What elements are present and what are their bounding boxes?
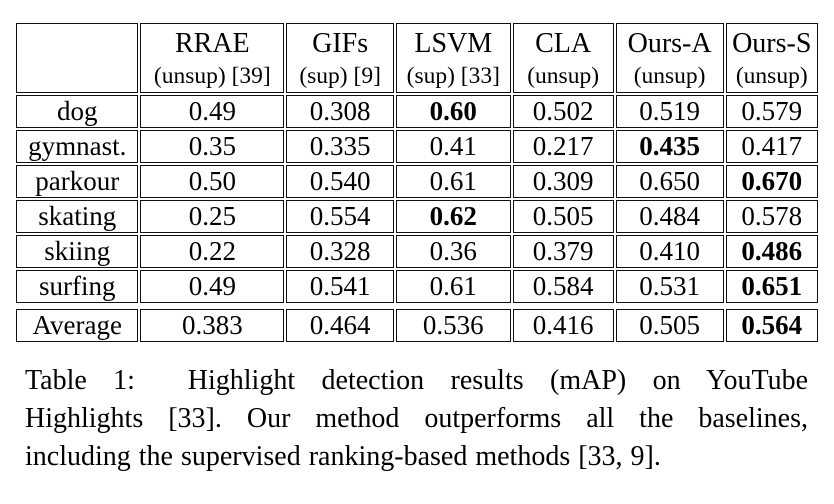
table-cell: 0.417 <box>725 130 818 163</box>
column-name: LSVM <box>414 28 493 59</box>
column-subtitle: (unsup) [39] <box>153 63 271 89</box>
column-subtitle: (unsup) <box>633 63 706 89</box>
table-cell: 0.540 <box>286 165 395 198</box>
caption-line: including the supervised ranking-based m… <box>25 441 661 472</box>
table-cell: 0.578 <box>725 200 818 233</box>
table-cell: 0.49 <box>140 95 285 128</box>
row-label: skating <box>16 200 139 233</box>
table-row-parkour: parkour 0.50 0.540 0.61 0.309 0.650 0.67… <box>16 165 818 198</box>
table-cell: 0.579 <box>725 95 818 128</box>
column-subtitle: (unsup) <box>527 63 600 89</box>
column-subtitle: (unsup) <box>735 63 808 89</box>
header-row: RRAE (unsup) [39] GIFs (sup) [9] LSVM (s… <box>16 23 818 93</box>
table-cell: 0.536 <box>396 309 511 342</box>
column-subtitle: (sup) [33] <box>406 63 500 89</box>
table-cell-best: 0.651 <box>725 270 818 303</box>
column-name: CLA <box>535 28 592 59</box>
table-cell: 0.502 <box>512 95 614 128</box>
caption-line: Table 1: Highlight detection results (mA… <box>25 365 808 396</box>
table-cell: 0.464 <box>286 309 395 342</box>
table-cell: 0.35 <box>140 130 285 163</box>
table-cell: 0.484 <box>615 200 724 233</box>
table-cell: 0.584 <box>512 270 614 303</box>
table-cell: 0.531 <box>615 270 724 303</box>
table-cell: 0.61 <box>396 270 511 303</box>
table-cell-best: 0.435 <box>615 130 724 163</box>
table-row-surfing: surfing 0.49 0.541 0.61 0.584 0.531 0.65… <box>16 270 818 303</box>
table-cell: 0.309 <box>512 165 614 198</box>
table-row-dog: dog 0.49 0.308 0.60 0.502 0.519 0.579 <box>16 95 818 128</box>
table-cell: 0.308 <box>286 95 395 128</box>
column-header-cla: CLA (unsup) <box>512 23 614 93</box>
row-label: surfing <box>16 270 139 303</box>
row-label: Average <box>16 309 139 342</box>
table-cell: 0.554 <box>286 200 395 233</box>
column-name: Ours-A <box>627 28 712 59</box>
row-label: dog <box>16 95 139 128</box>
table-cell: 0.328 <box>286 235 395 268</box>
table-cell-best: 0.564 <box>725 309 818 342</box>
average-table: Average 0.383 0.464 0.536 0.416 0.505 0.… <box>14 307 820 344</box>
column-header-lsvm: LSVM (sup) [33] <box>396 23 511 93</box>
table-cell: 0.505 <box>512 200 614 233</box>
row-label: gymnast. <box>16 130 139 163</box>
table-row-skating: skating 0.25 0.554 0.62 0.505 0.484 0.57… <box>16 200 818 233</box>
table-cell-best: 0.486 <box>725 235 818 268</box>
page: RRAE (unsup) [39] GIFs (sup) [9] LSVM (s… <box>14 21 820 476</box>
table-cell: 0.217 <box>512 130 614 163</box>
table-cell: 0.335 <box>286 130 395 163</box>
results-table: RRAE (unsup) [39] GIFs (sup) [9] LSVM (s… <box>14 21 820 305</box>
table-cell: 0.41 <box>396 130 511 163</box>
table-cell: 0.379 <box>512 235 614 268</box>
table-cell: 0.61 <box>396 165 511 198</box>
column-name: RRAE <box>174 28 250 59</box>
column-subtitle: (sup) [9] <box>299 63 381 89</box>
table-row-skiing: skiing 0.22 0.328 0.36 0.379 0.410 0.486 <box>16 235 818 268</box>
table-cell: 0.36 <box>396 235 511 268</box>
table-cell: 0.383 <box>140 309 285 342</box>
table-cell: 0.50 <box>140 165 285 198</box>
table-cell: 0.541 <box>286 270 395 303</box>
table-cell: 0.25 <box>140 200 285 233</box>
column-header-gifs: GIFs (sup) [9] <box>286 23 395 93</box>
table-cell-best: 0.62 <box>396 200 511 233</box>
column-header-ours-s: Ours-S (unsup) <box>725 23 818 93</box>
table-cell-best: 0.670 <box>725 165 818 198</box>
table-row-average: Average 0.383 0.464 0.536 0.416 0.505 0.… <box>16 309 818 342</box>
table-cell: 0.22 <box>140 235 285 268</box>
table-cell: 0.505 <box>615 309 724 342</box>
column-header-rrae: RRAE (unsup) [39] <box>140 23 285 93</box>
corner-cell <box>16 23 139 93</box>
row-label: skiing <box>16 235 139 268</box>
table-cell: 0.519 <box>615 95 724 128</box>
caption-line: Highlights [33]. Our method outperforms … <box>25 403 808 434</box>
column-header-ours-a: Ours-A (unsup) <box>615 23 724 93</box>
table-cell: 0.49 <box>140 270 285 303</box>
table-caption: Table 1: Highlight detection results (mA… <box>25 362 808 476</box>
table-cell: 0.650 <box>615 165 724 198</box>
column-name: GIFs <box>312 28 369 59</box>
column-name: Ours-S <box>732 28 812 59</box>
table-cell-best: 0.60 <box>396 95 511 128</box>
table-cell: 0.410 <box>615 235 724 268</box>
table-row-gymnast: gymnast. 0.35 0.335 0.41 0.217 0.435 0.4… <box>16 130 818 163</box>
table-cell: 0.416 <box>512 309 614 342</box>
row-label: parkour <box>16 165 139 198</box>
